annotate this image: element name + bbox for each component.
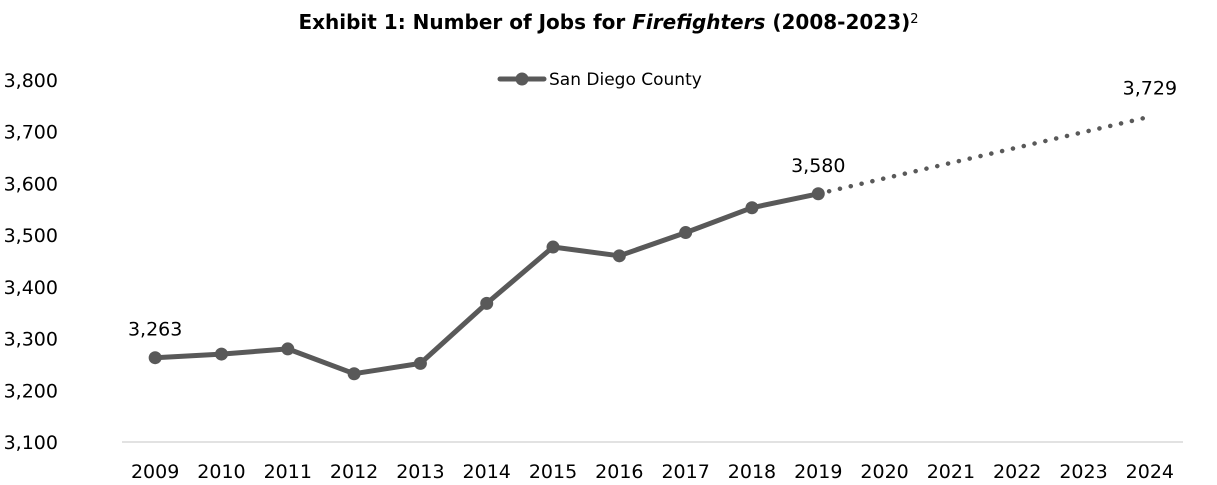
data-label: 3,729 — [1123, 78, 1177, 100]
data-point-marker — [811, 187, 825, 201]
x-tick-label: 2024 — [1126, 461, 1174, 483]
data-point-marker — [480, 296, 494, 310]
y-tick-label: 3,100 — [4, 432, 58, 454]
x-tick-label: 2009 — [131, 461, 179, 483]
y-tick-label: 3,600 — [4, 173, 58, 195]
chart-title-years: (2008-2023) — [765, 10, 911, 34]
x-tick-label: 2010 — [197, 461, 245, 483]
x-tick-label: 2017 — [661, 461, 709, 483]
data-label: 3,580 — [791, 155, 845, 177]
data-point-marker — [679, 226, 693, 240]
data-point-marker — [214, 347, 228, 361]
y-tick-label: 3,300 — [4, 329, 58, 351]
data-label: 3,263 — [128, 319, 182, 341]
x-tick-label: 2015 — [529, 461, 577, 483]
chart-title: Exhibit 1: Number of Jobs for Firefighte… — [0, 10, 1217, 34]
y-tick-label: 3,800 — [4, 70, 58, 92]
x-tick-label: 2021 — [927, 461, 975, 483]
y-tick-label: 3,400 — [4, 277, 58, 299]
x-tick-label: 2018 — [728, 461, 776, 483]
data-point-marker — [745, 201, 759, 215]
data-labels: 3,263 3,580 3,729 — [128, 78, 1177, 341]
data-point-marker — [612, 249, 626, 263]
legend-marker-swatch — [515, 72, 529, 86]
x-tick-label: 2022 — [993, 461, 1041, 483]
series-markers — [148, 187, 825, 381]
y-tick-label: 3,200 — [4, 380, 58, 402]
legend-label: San Diego County — [549, 70, 702, 90]
data-point-marker — [413, 356, 427, 370]
x-axis: 2009 2010 2011 2012 2013 2014 2015 2016 2017 2018… — [131, 461, 1174, 483]
chart-title-main: Exhibit 1: Number of Jobs for — [298, 10, 633, 34]
x-tick-label: 2014 — [463, 461, 511, 483]
series-line-san-diego-county — [152, 191, 821, 377]
x-tick-label: 2012 — [330, 461, 378, 483]
legend: San Diego County — [497, 70, 702, 90]
y-tick-label: 3,700 — [4, 122, 58, 144]
y-tick-label: 3,500 — [4, 225, 58, 247]
data-point-marker — [148, 351, 162, 365]
series-line — [152, 191, 821, 377]
x-tick-label: 2016 — [595, 461, 643, 483]
y-axis: 3,100 3,200 3,300 3,400 3,500 3,600 3,700 3,800 — [4, 70, 58, 454]
x-tick-label: 2023 — [1059, 461, 1107, 483]
data-point-marker — [347, 367, 361, 381]
x-tick-label: 2019 — [794, 461, 842, 483]
chart-title-footnote-ref: 2 — [910, 12, 919, 27]
projection-line-segment — [816, 114, 1153, 197]
x-tick-label: 2020 — [860, 461, 908, 483]
x-tick-label: 2013 — [396, 461, 444, 483]
data-point-marker — [281, 342, 295, 356]
data-point-marker — [546, 240, 560, 254]
projection-line — [816, 114, 1153, 197]
chart-title-occupation: Firefighters — [632, 10, 766, 34]
x-tick-label: 2011 — [264, 461, 312, 483]
